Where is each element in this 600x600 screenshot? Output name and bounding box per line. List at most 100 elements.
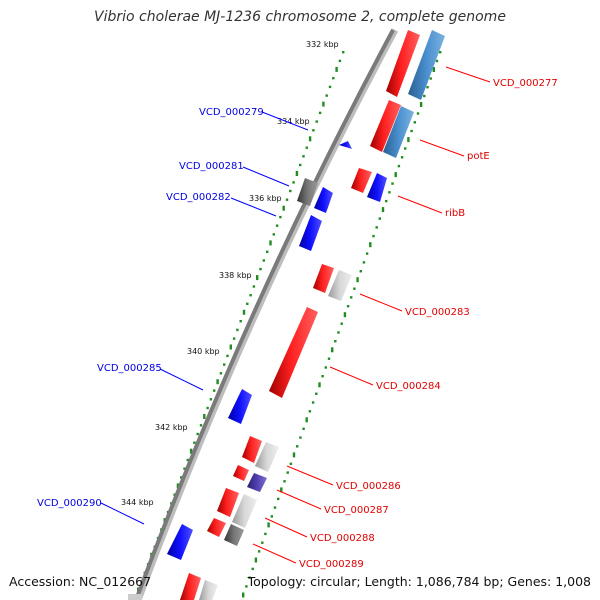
gc-dot — [273, 506, 277, 509]
gc-dot — [292, 181, 295, 184]
gc-dot — [365, 252, 369, 255]
gc-dot — [419, 102, 423, 107]
feature-steel-2[interactable] — [383, 106, 414, 158]
gc-dot — [334, 340, 337, 343]
gc-dot — [180, 476, 183, 479]
gene-VCD_000288-arrow[interactable] — [217, 488, 239, 517]
gene-VCD_000283-arrow[interactable] — [313, 264, 334, 293]
gene-label-ribB: ribB — [445, 208, 465, 219]
map-title: Vibrio cholerae MJ-1236 chromosome 2, co… — [94, 9, 506, 25]
gene-label-VCD_000282: VCD_000282 — [166, 192, 231, 203]
gene-label-VCD_000284: VCD_000284 — [376, 381, 441, 392]
gc-dot — [439, 51, 442, 54]
gc-dot — [338, 59, 342, 63]
gc-dot — [196, 432, 199, 436]
feature-dark-2[interactable] — [224, 524, 244, 546]
gc-dot — [259, 267, 262, 271]
gene-label-VCD_000279: VCD_000279 — [199, 107, 264, 118]
gc-dot — [186, 458, 189, 462]
gene-VCD_000277-arrow[interactable] — [386, 30, 420, 97]
feature-grey-2[interactable] — [255, 442, 279, 472]
tick-332: 332 kbp — [306, 40, 339, 49]
tick-label: 334 kbp — [277, 117, 310, 126]
gc-dot — [346, 305, 350, 308]
gene-VCD_000281-arrow[interactable] — [314, 187, 333, 213]
leader-VCD_000283 — [359, 293, 403, 312]
gc-dot — [378, 217, 381, 220]
gc-dot — [229, 344, 232, 350]
gene-label-VCD_000281: VCD_000281 — [179, 161, 244, 172]
gene-VCD_000289-arrow[interactable] — [207, 518, 226, 537]
leader-VCD_000287 — [276, 489, 322, 510]
feature-grey-edge — [128, 594, 142, 600]
gc-dot — [311, 401, 315, 404]
feature-steel-1[interactable] — [408, 30, 445, 100]
gc-dot — [407, 137, 410, 143]
feature-grey-1[interactable] — [328, 270, 352, 301]
gc-dot — [343, 312, 347, 318]
gc-dot — [295, 171, 299, 176]
gc-dot — [362, 261, 366, 264]
leader-ribB — [397, 195, 443, 214]
feature-grey-3[interactable] — [232, 494, 257, 528]
gc-dot — [292, 452, 296, 458]
gc-dot — [388, 191, 391, 194]
gc-dot — [397, 164, 401, 168]
gene-label-VCD_000290: VCD_000290 — [37, 498, 102, 509]
gc-dot — [410, 129, 413, 133]
leader-VCD_000284 — [329, 366, 374, 386]
gc-dot — [245, 585, 248, 588]
gc-dot — [372, 234, 375, 238]
leader-VCD_000286 — [286, 465, 334, 486]
leader-VCD_000288 — [264, 517, 308, 538]
gene-VCD_000287-arrow[interactable] — [233, 465, 249, 481]
gene-VCD_000286-arrow[interactable] — [242, 436, 262, 463]
gc-dot — [261, 541, 264, 544]
feature-dark-1[interactable] — [297, 178, 318, 206]
gc-dot — [350, 296, 353, 299]
gc-dot — [324, 366, 327, 369]
leader-VCD_000289 — [252, 543, 297, 564]
gene-VCD_000284-arrow[interactable] — [269, 307, 318, 398]
gc-dot — [254, 557, 258, 563]
tick-label: 344 kbp — [121, 498, 154, 507]
gene-VCD_000285-arrow[interactable] — [228, 389, 252, 424]
gc-dot — [256, 275, 259, 281]
leader-VCD_000285 — [159, 368, 204, 391]
feature-purple[interactable] — [247, 473, 267, 492]
tick-334: 334 kbp — [277, 117, 310, 126]
gc-dot — [239, 320, 242, 323]
tick-338: 338 kbp — [219, 271, 252, 280]
gc-dot — [308, 136, 312, 142]
tick-label: 342 kbp — [155, 423, 188, 432]
gc-dot — [199, 424, 203, 427]
gc-dot — [318, 382, 321, 388]
gene-VCD_000279-arrow[interactable] — [339, 141, 352, 149]
gene-VCD_000290-arrow[interactable] — [167, 524, 193, 560]
gene-ribB-blue-arrow[interactable] — [367, 173, 387, 202]
gene-potE-arrow[interactable] — [370, 100, 401, 152]
gene-ribB-arrow[interactable] — [351, 168, 372, 193]
gc-dot — [429, 77, 432, 80]
gc-dot — [413, 121, 416, 124]
tick-340: 340 kbp — [187, 347, 220, 356]
gc-dot — [335, 66, 338, 72]
gc-dot — [416, 112, 420, 115]
gc-dots-right — [242, 51, 442, 598]
gene-VCD_000282-arrow[interactable] — [299, 215, 322, 251]
tick-label: 336 kbp — [249, 194, 282, 203]
feature-grey-4[interactable] — [199, 580, 218, 600]
gc-dot — [189, 448, 193, 454]
gene-bottom-red-arrow[interactable] — [180, 573, 201, 600]
gc-dot — [242, 309, 246, 315]
gc-dot — [275, 224, 279, 227]
gc-dot — [213, 389, 216, 392]
gc-dot — [264, 532, 267, 536]
gc-dot — [328, 85, 332, 89]
gc-dot — [270, 515, 273, 518]
gc-dot — [249, 294, 252, 297]
gc-dot — [269, 240, 272, 246]
gc-dot — [332, 77, 335, 80]
gc-dot — [251, 567, 254, 571]
